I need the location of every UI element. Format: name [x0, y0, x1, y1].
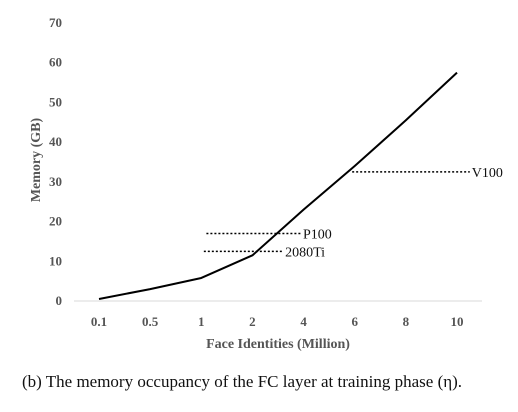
y-tick-label: 50 — [49, 94, 62, 109]
y-tick-label: 70 — [49, 15, 62, 30]
x-tick-label: 4 — [300, 314, 307, 329]
annotation-label-2080ti: 2080Ti — [285, 245, 325, 260]
x-tick-label: 8 — [403, 314, 410, 329]
x-tick-label: 0.1 — [91, 314, 107, 329]
y-tick-label: 20 — [49, 214, 62, 229]
memory-line-chart: 0 10 20 30 40 50 60 70 0.1 0.5 1 2 4 6 8 10 V100 P100 20… — [29, 15, 503, 352]
y-tick-label: 0 — [56, 293, 63, 308]
y-axis-ticks: 0 10 20 30 40 50 60 70 — [49, 15, 62, 308]
memory-series-line — [98, 71, 458, 300]
x-tick-label: 2 — [249, 314, 256, 329]
annotation-label-v100: V100 — [472, 166, 503, 181]
x-tick-label: 6 — [351, 314, 358, 329]
y-tick-label: 40 — [49, 134, 62, 149]
y-tick-label: 10 — [49, 253, 62, 268]
x-axis-title: Face Identities (Million) — [206, 337, 350, 352]
figure-caption: (b) The memory occupancy of the FC layer… — [22, 372, 463, 391]
x-axis-ticks: 0.1 0.5 1 2 4 6 8 10 — [91, 314, 464, 329]
y-tick-label: 30 — [49, 174, 62, 189]
x-tick-label: 10 — [451, 314, 464, 329]
y-axis-title: Memory (GB) — [29, 117, 44, 202]
x-tick-label: 0.5 — [142, 314, 159, 329]
annotation-label-p100: P100 — [303, 227, 332, 242]
y-tick-label: 60 — [49, 55, 62, 70]
gpu-annotations: V100 P100 2080Ti — [203, 166, 503, 260]
x-tick-label: 1 — [198, 314, 205, 329]
